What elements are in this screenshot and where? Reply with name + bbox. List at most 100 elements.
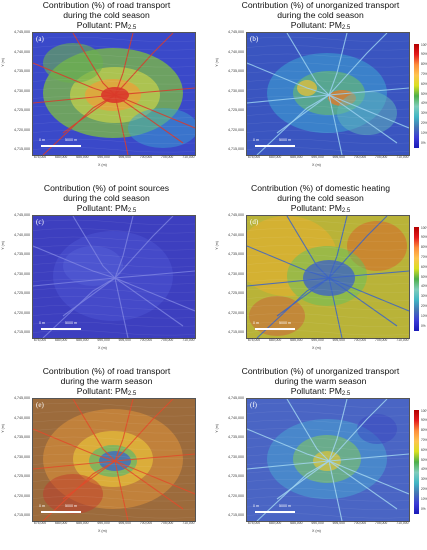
y-tick-label: 4,740,000 (228, 415, 244, 420)
x-tick-label: 690,000 (311, 338, 324, 342)
legend-tick-label: 50% (421, 91, 427, 96)
terrain-line (33, 147, 195, 153)
terrain-line (33, 462, 195, 468)
road-line (286, 33, 343, 155)
legend-tick-label: 60% (421, 264, 427, 269)
x-tick-label: 700,000 (139, 521, 153, 525)
x-tick-label: 685,000 (290, 338, 303, 342)
y-tick-label: 4,730,000 (228, 88, 244, 93)
legend-color-bar (414, 227, 419, 331)
terrain-line (33, 236, 195, 242)
terrain-line (247, 304, 409, 310)
x-tick-label: 685,000 (290, 521, 303, 525)
panel-label: (b) (250, 35, 259, 43)
terrain-line (247, 330, 409, 336)
terrain-line (247, 113, 409, 119)
road-line (72, 33, 129, 155)
terrain-line (247, 104, 409, 110)
y-tick-label: 4,730,000 (14, 88, 30, 93)
road-line (33, 428, 195, 495)
road-line (286, 216, 343, 338)
y-tick-label: 4,715,000 (14, 513, 30, 517)
pollutant-prefix: Pollutant: PM (76, 20, 128, 30)
y-tick-label: 4,715,000 (228, 330, 244, 334)
x-tick-label: 700,000 (139, 155, 153, 159)
terrain-line (33, 321, 195, 327)
pollutant-prefix: Pollutant: PM (290, 20, 342, 30)
terrain-line (247, 138, 409, 144)
x-tick-label: 680,000 (269, 338, 282, 342)
y-tick-label: 4,740,000 (228, 232, 244, 237)
road-line (114, 216, 134, 279)
scale-right-label: 5000 m (65, 138, 77, 142)
north-arrow-icon: N (394, 218, 406, 234)
terrain-line (247, 253, 409, 259)
x-tick-label: 705,000 (161, 338, 174, 342)
x-axis: 675,000 680,000 685,000 690,000 695,000 700,0… (246, 521, 409, 529)
contribution-zone (43, 474, 103, 514)
x-axis-label: X (m) (98, 529, 107, 533)
y-tick-label: 4,745,000 (228, 396, 244, 400)
x-tick-label: 710,000 (396, 521, 409, 525)
terrain-line (247, 79, 409, 85)
panel-label: (f) (250, 401, 257, 409)
x-tick-label: 700,000 (139, 338, 153, 342)
x-tick-label: 700,000 (353, 521, 367, 525)
y-axis: 4,745,000 4,740,000 4,735,000 4,730,000 4,72… (0, 213, 32, 337)
terrain-line (33, 279, 195, 285)
road-line (247, 428, 409, 495)
scale-bar: 0 m 5000 m (253, 320, 297, 332)
map-panel-d: Contribution (%) of domestic heating duri… (214, 183, 427, 366)
contribution-raster (247, 33, 409, 155)
y-axis-label: Y (m) (1, 424, 5, 433)
terrain-line (33, 113, 195, 119)
y-tick-label: 4,725,000 (228, 474, 244, 478)
terrain-line (247, 62, 409, 68)
panel-label: (e) (36, 401, 44, 409)
legend-tick-label: 70% (421, 254, 427, 259)
terrain-line (33, 121, 195, 127)
contribution-zone (357, 414, 397, 444)
legend-tick-label: 90% (421, 52, 427, 57)
x-tick-label: 690,000 (97, 521, 110, 525)
pollutant-subscript: 2.5 (341, 391, 351, 397)
terrain-line (33, 504, 195, 510)
legend-tick-label: 20% (421, 120, 427, 125)
x-axis-label: X (m) (312, 346, 321, 350)
x-tick-label: 680,000 (55, 338, 68, 342)
north-arrow-icon: N (180, 35, 192, 51)
terrain-line (33, 436, 195, 442)
terrain-line (247, 411, 409, 417)
map-area: (f) N 0 m 5000 m (246, 398, 410, 522)
terrain-line (247, 121, 409, 127)
terrain-line (33, 411, 195, 417)
x-tick-label: 690,000 (97, 155, 110, 159)
contribution-raster (33, 399, 195, 521)
pollutant-prefix: Pollutant: PM (76, 203, 128, 213)
pollutant-subscript: 2.5 (341, 25, 351, 31)
y-axis: 4,745,000 4,740,000 4,735,000 4,730,000 4,72… (0, 396, 32, 520)
terrain-line (247, 504, 409, 510)
north-arrow-icon: N (394, 35, 406, 51)
map-panel-c: Contribution (%) of point sources during … (0, 183, 213, 366)
x-tick-label: 710,000 (182, 521, 195, 525)
contribution-raster (247, 216, 409, 338)
y-tick-label: 4,720,000 (228, 493, 244, 498)
panel-title: Contribution (%) of road transport during… (0, 0, 213, 33)
x-tick-label: 710,000 (182, 155, 195, 159)
terrain-line (33, 479, 195, 485)
terrain-line (247, 130, 409, 136)
legend-tick-label: 100% (421, 225, 427, 230)
road-line (33, 245, 195, 312)
terrain-line (33, 402, 195, 408)
map-area: (d) N 0 m 5000 m (246, 215, 410, 339)
map-panel-b: Contribution (%) of unorganized transpor… (214, 0, 427, 183)
map-panel-a: Contribution (%) of road transport during… (0, 0, 213, 183)
terrain-line (247, 321, 409, 327)
scale-line (41, 511, 81, 513)
x-tick-label: 695,000 (332, 521, 345, 525)
x-tick-label: 675,000 (33, 521, 47, 525)
map-area: (e) N 0 m 5000 m (32, 398, 196, 522)
x-tick-label: 705,000 (161, 521, 174, 525)
x-tick-label: 710,000 (396, 338, 409, 342)
